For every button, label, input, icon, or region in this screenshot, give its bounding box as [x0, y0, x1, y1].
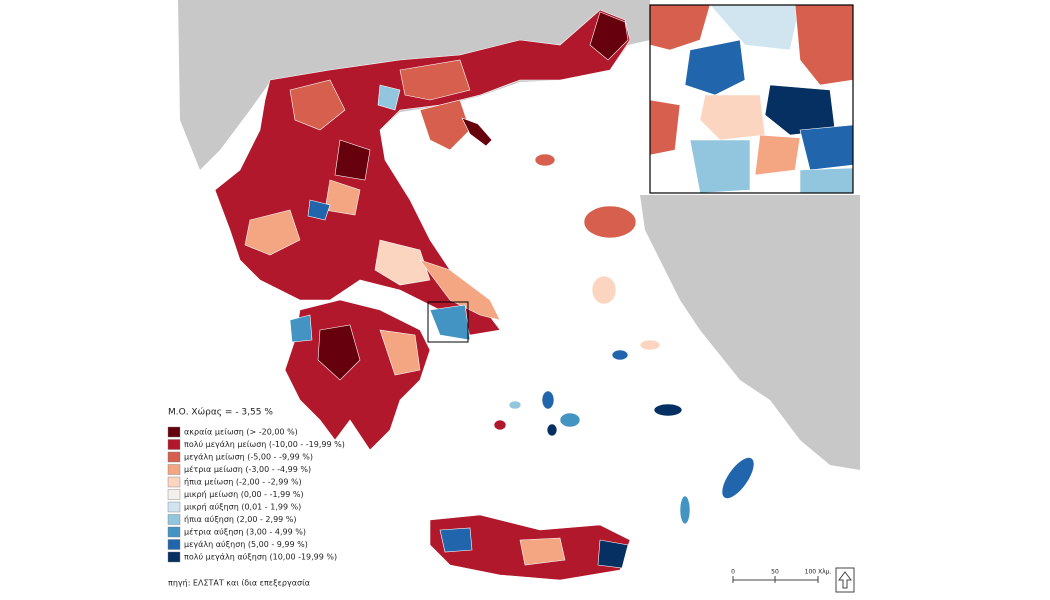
inset-frame [649, 4, 854, 194]
region [649, 99, 681, 156]
region [534, 153, 556, 167]
legend-swatch [167, 539, 181, 550]
region [379, 329, 421, 376]
region [519, 537, 566, 566]
legend-label: μικρή μείωση (0,00 - -1,99 %) [184, 490, 304, 499]
region [559, 412, 581, 428]
legend-label: μεγάλη μείωση (-5,00 - -9,99 %) [184, 453, 313, 462]
legend-swatch [167, 501, 181, 513]
region [377, 84, 401, 111]
region [429, 304, 471, 341]
legend-swatch [167, 451, 181, 463]
region [334, 139, 371, 181]
legend-label: πολύ μεγάλη αύξηση (10,00 -19,99 %) [184, 552, 337, 562]
legend-swatch [167, 464, 181, 475]
region [439, 527, 473, 553]
legend-label: πολύ μεγάλη μείωση (-10,00 - -19,99 %) [184, 439, 345, 449]
region [611, 349, 629, 361]
region [493, 419, 507, 431]
region [721, 457, 755, 499]
legend-label: ακραία μείωση (> -20,00 %) [184, 428, 298, 437]
region [419, 259, 501, 321]
region [653, 403, 683, 417]
legend-label: μεγάλη αύξηση (5,00 - 9,99 %) [184, 539, 308, 549]
legend-label: μικρή αύξηση (0,01 - 1,99 %) [184, 502, 301, 512]
legend-swatch [167, 551, 181, 563]
north-arrow-icon [838, 571, 852, 589]
region [799, 167, 854, 194]
region [699, 94, 766, 141]
region [244, 209, 301, 256]
legend-swatch [167, 514, 181, 525]
legend-swatch [167, 476, 181, 488]
legend-swatch [167, 489, 181, 500]
region [541, 390, 555, 410]
source-note: πηγή: ΕΛΣΤΑΤ και ίδια επεξεργασία [168, 579, 310, 588]
legend-label: μέτρια αύξηση (3,00 - 4,99 %) [184, 527, 306, 537]
scale-label: 50 [771, 569, 779, 576]
region [591, 275, 617, 305]
region [289, 79, 346, 131]
region [307, 199, 331, 221]
region [419, 99, 471, 151]
region [374, 239, 431, 286]
region [639, 339, 661, 351]
region [324, 179, 361, 216]
region [684, 39, 746, 96]
region [508, 400, 522, 410]
inset-marker [427, 301, 469, 343]
region [583, 205, 637, 239]
legend-label: ήπια αύξηση (2,00 - 2,99 %) [184, 514, 297, 524]
neighbour-land [640, 195, 860, 470]
region [317, 324, 361, 381]
legend-label: μέτρια μείωση (-3,00 - -4,99 %) [184, 464, 311, 474]
scale-label: 0 [731, 569, 735, 576]
region [589, 11, 629, 61]
legend-label: ήπια μείωση (-2,00 - -2,99 %) [184, 478, 302, 487]
region [754, 134, 801, 176]
region [597, 539, 629, 569]
average-label: Μ.Ο. Χώρας = - 3,55 % [168, 407, 273, 418]
region [399, 59, 471, 101]
scale-label: 100 Χλμ. [805, 569, 832, 576]
region [461, 117, 493, 147]
region [546, 423, 558, 437]
north-arrow [835, 567, 855, 593]
region [289, 314, 313, 343]
legend-swatch [167, 426, 181, 438]
legend-swatch [167, 526, 181, 538]
region [689, 139, 751, 194]
legend-swatch [167, 439, 181, 450]
region [679, 495, 691, 525]
